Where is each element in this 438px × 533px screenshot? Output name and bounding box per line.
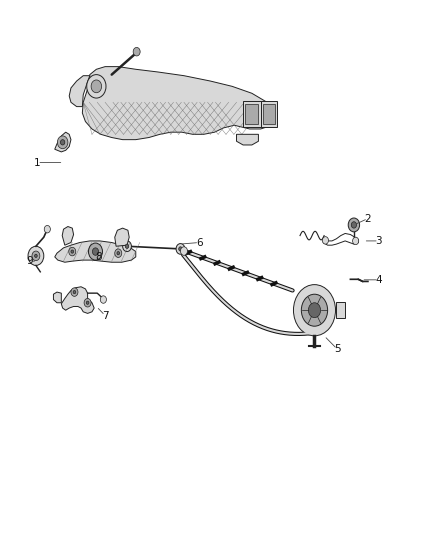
Polygon shape bbox=[61, 287, 94, 313]
Circle shape bbox=[87, 75, 106, 98]
Polygon shape bbox=[69, 76, 90, 107]
Text: 4: 4 bbox=[375, 275, 382, 285]
Text: 9: 9 bbox=[26, 256, 33, 266]
Circle shape bbox=[57, 136, 68, 149]
Circle shape bbox=[115, 249, 122, 257]
Circle shape bbox=[88, 243, 102, 260]
Circle shape bbox=[308, 303, 321, 318]
Circle shape bbox=[301, 294, 328, 326]
Text: 6: 6 bbox=[196, 238, 203, 247]
Polygon shape bbox=[55, 132, 71, 152]
Circle shape bbox=[180, 247, 187, 255]
Circle shape bbox=[71, 250, 74, 253]
Circle shape bbox=[100, 296, 106, 303]
Polygon shape bbox=[237, 134, 258, 145]
Circle shape bbox=[117, 252, 120, 255]
Polygon shape bbox=[53, 292, 61, 303]
Bar bbox=[243, 101, 261, 127]
Text: 1: 1 bbox=[34, 158, 41, 167]
Polygon shape bbox=[82, 67, 274, 140]
Circle shape bbox=[123, 241, 131, 252]
Circle shape bbox=[179, 247, 182, 251]
Text: 3: 3 bbox=[375, 236, 382, 246]
Circle shape bbox=[28, 246, 44, 265]
Circle shape bbox=[86, 301, 89, 304]
Circle shape bbox=[133, 47, 140, 56]
Bar bbox=[245, 104, 258, 124]
Circle shape bbox=[322, 237, 328, 244]
Circle shape bbox=[35, 254, 37, 257]
Circle shape bbox=[73, 290, 76, 294]
Polygon shape bbox=[55, 241, 136, 262]
Circle shape bbox=[69, 247, 76, 256]
Circle shape bbox=[84, 298, 91, 307]
Bar bbox=[261, 101, 277, 127]
Polygon shape bbox=[62, 227, 74, 245]
Circle shape bbox=[176, 244, 185, 254]
Text: 2: 2 bbox=[364, 214, 371, 223]
Circle shape bbox=[60, 140, 65, 145]
Circle shape bbox=[348, 218, 360, 232]
Circle shape bbox=[293, 285, 336, 336]
Text: 5: 5 bbox=[334, 344, 341, 354]
Bar bbox=[263, 104, 275, 124]
Circle shape bbox=[44, 225, 50, 233]
Circle shape bbox=[125, 244, 129, 248]
Circle shape bbox=[71, 288, 78, 296]
Circle shape bbox=[351, 222, 357, 228]
Bar bbox=[336, 302, 345, 318]
Circle shape bbox=[92, 248, 99, 255]
Text: 8: 8 bbox=[95, 252, 102, 262]
Circle shape bbox=[91, 80, 102, 93]
Polygon shape bbox=[115, 228, 129, 246]
Circle shape bbox=[32, 251, 40, 261]
Text: 7: 7 bbox=[102, 311, 109, 320]
Circle shape bbox=[353, 237, 359, 245]
